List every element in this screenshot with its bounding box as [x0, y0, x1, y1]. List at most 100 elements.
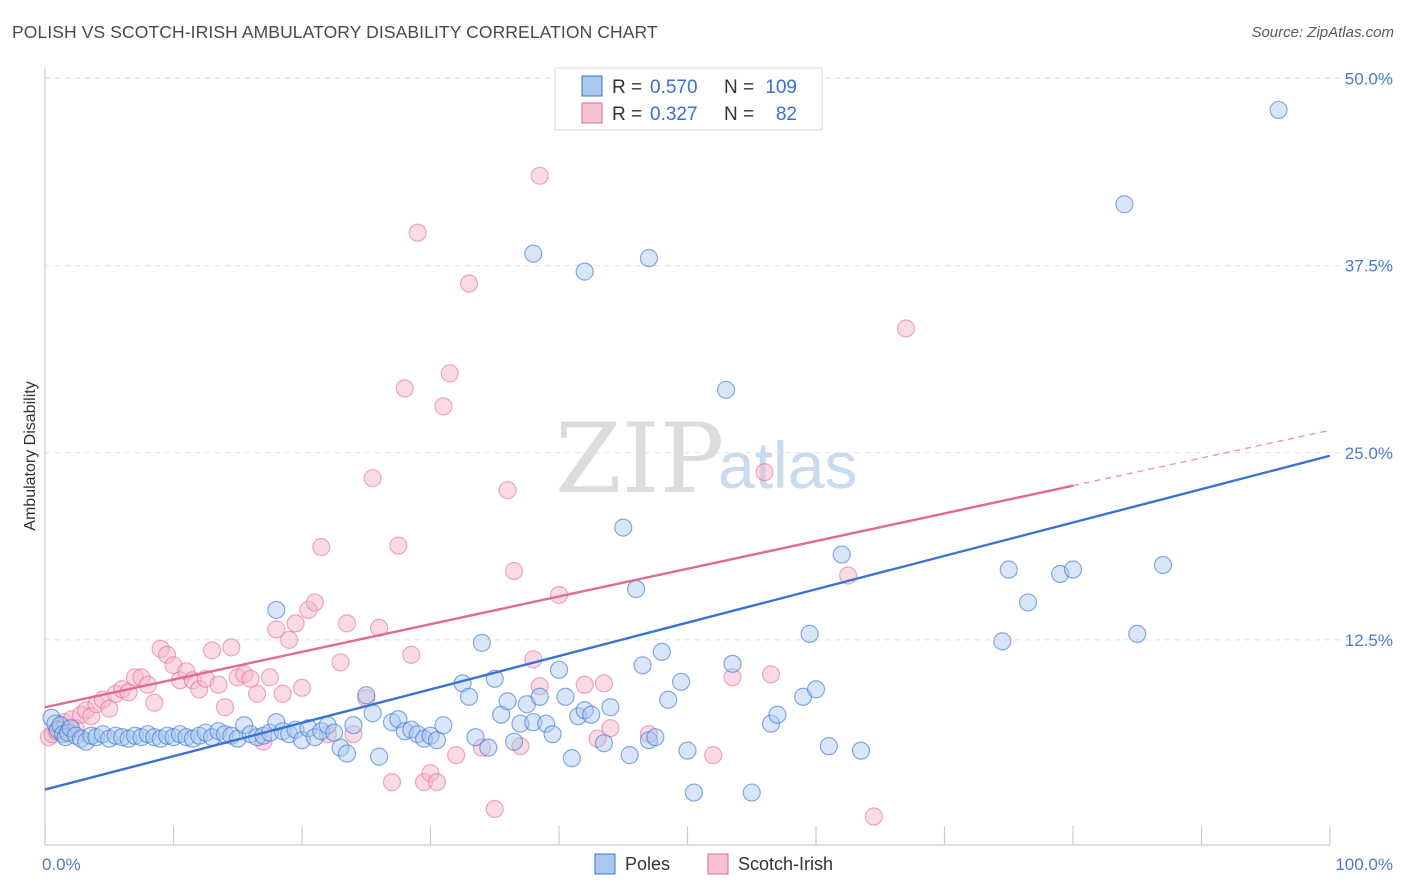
poles-point: [427, 731, 447, 750]
legend-n-label-poles: N =: [724, 77, 754, 98]
poles-point: [344, 716, 363, 735]
scotch-irish-point: [215, 698, 234, 717]
poles-point: [543, 725, 562, 744]
poles-point: [806, 680, 826, 699]
poles-points: [42, 100, 1288, 802]
scotch-irish-point: [402, 645, 421, 664]
poles-point: [633, 656, 652, 675]
gridlines: [45, 77, 1393, 641]
legend-n-value-scotch-irish: 82: [776, 104, 797, 125]
scotch-irish-point: [280, 630, 299, 649]
x-ticks: [44, 826, 1331, 845]
scotch-irish-point: [202, 641, 222, 660]
poles-point: [66, 726, 85, 745]
scotch-irish-points: [39, 166, 916, 826]
poles-point: [357, 686, 376, 705]
poles-point: [1018, 593, 1038, 612]
scotch-irish-point: [222, 638, 241, 657]
correlation-legend: R = 0.570 N = 109 R = 0.327 N = 82: [554, 67, 823, 131]
legend-r-label-scotch-irish: R =: [612, 104, 642, 125]
poles-point: [819, 737, 838, 756]
poles-point: [1153, 555, 1173, 575]
scotch-irish-point: [447, 746, 466, 765]
poles-point: [370, 747, 389, 766]
bottom-legend-swatch-scotch-irish: [707, 853, 729, 875]
bottom-legend-swatch-poles: [594, 853, 616, 875]
poles-point: [716, 380, 736, 399]
poles-point: [659, 690, 678, 709]
poles-point: [556, 687, 575, 706]
poles-point: [652, 642, 671, 661]
scotch-irish-point: [755, 463, 774, 482]
watermark-atlas: atlas: [718, 428, 857, 502]
poles-point: [575, 262, 594, 281]
scotch-irish-point: [504, 561, 524, 581]
scotch-irish-point: [389, 536, 408, 555]
scotch-irish-point: [382, 772, 402, 792]
poles-point: [614, 518, 633, 537]
scotch-irish-point: [434, 397, 453, 416]
scotch-irish-point: [209, 675, 228, 694]
scotch-irish-point: [530, 166, 549, 185]
scotch-irish-point: [395, 379, 414, 398]
poles-point: [684, 783, 704, 802]
poles-point: [530, 687, 549, 706]
scotch-irish-point: [267, 620, 286, 639]
scotch-irish-point: [247, 684, 267, 703]
scotch-irish-point: [498, 481, 517, 500]
scotch-irish-point: [485, 799, 504, 819]
scotch-irish-point: [704, 746, 723, 765]
poles-point: [768, 705, 787, 724]
poles-point: [235, 716, 254, 735]
poles-point: [434, 716, 453, 735]
scotch-irish-point: [331, 653, 350, 672]
legend-n-label-scotch-irish: N =: [724, 104, 754, 125]
poles-trendline: [44, 454, 1331, 791]
y-tick-label: 50.0%: [1345, 70, 1393, 89]
bottom-legend-label-poles: Poles: [625, 854, 670, 874]
poles-point: [549, 660, 569, 679]
scotch-irish-point: [723, 668, 742, 687]
poles-point: [325, 723, 344, 742]
scotch-irish-point: [260, 668, 279, 687]
watermark-zip: ZIP: [555, 403, 724, 515]
poles-point: [562, 749, 581, 768]
scotch-irish-point: [100, 699, 119, 718]
legend-r-value-poles: 0.570: [650, 77, 698, 98]
scotch-irish-point: [312, 537, 331, 557]
scotch-irish-point: [427, 772, 447, 792]
poles-point: [626, 579, 646, 599]
y-tick-label: 25.0%: [1345, 444, 1393, 463]
poles-point: [524, 244, 543, 263]
poles-point: [459, 687, 479, 706]
poles-point: [601, 698, 620, 717]
scotch-irish-point: [286, 614, 305, 633]
poles-point: [671, 672, 691, 691]
poles-point: [800, 624, 819, 643]
x-tick-label-min: 0.0%: [42, 855, 81, 874]
poles-point: [678, 741, 697, 760]
scotch-irish-trendline: [44, 484, 1074, 709]
scotch-irish-point: [363, 469, 382, 488]
poles-point: [267, 600, 286, 620]
scotch-irish-point: [864, 807, 883, 826]
poles-point: [498, 692, 517, 711]
scotch-irish-point: [440, 364, 459, 383]
legend-r-value-scotch-irish: 0.327: [650, 104, 698, 125]
poles-point: [582, 705, 601, 724]
legend-r-label-poles: R =: [612, 77, 642, 98]
legend-swatch-scotch-irish: [581, 102, 603, 124]
scotch-irish-point: [575, 675, 594, 694]
scotch-irish-point: [601, 719, 620, 738]
poles-point: [466, 728, 485, 747]
y-tick-label: 37.5%: [1345, 257, 1393, 276]
scotch-irish-point: [273, 684, 292, 703]
poles-point: [761, 714, 781, 733]
poles-point: [646, 728, 665, 747]
poles-point: [537, 714, 556, 733]
poles-point: [77, 732, 96, 751]
poles-point: [851, 741, 871, 760]
scotch-irish-point: [292, 678, 312, 697]
poles-point: [472, 633, 491, 652]
